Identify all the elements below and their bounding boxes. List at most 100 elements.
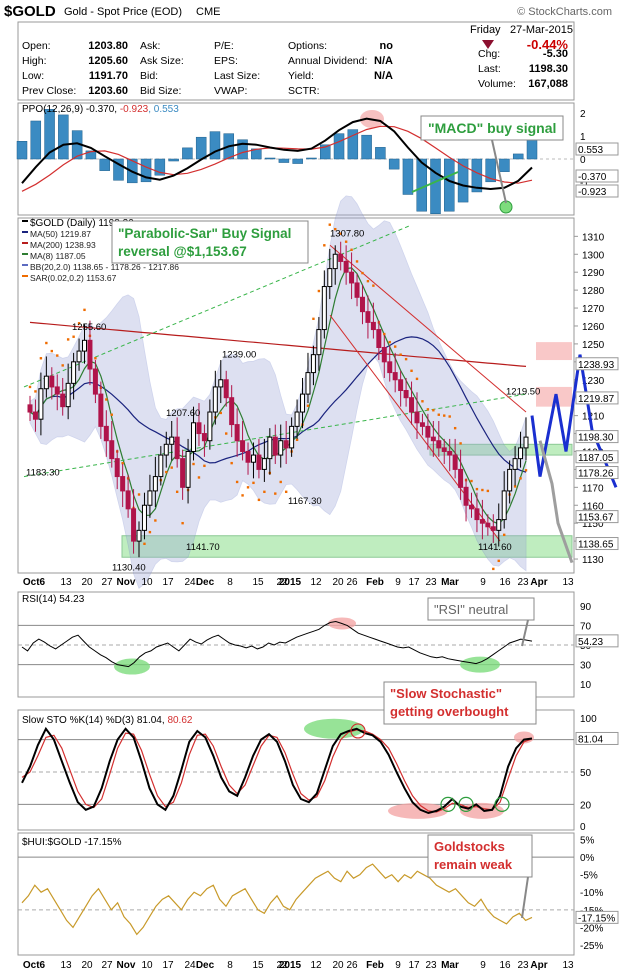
candle-body	[458, 468, 464, 488]
candle-body	[283, 440, 289, 449]
sar-dot	[263, 490, 266, 494]
sar-dot	[94, 357, 97, 360]
price-tick: 1170	[582, 483, 604, 494]
legend-swatch	[22, 231, 28, 233]
sto-tick: 0	[580, 822, 586, 833]
candle-body	[267, 436, 273, 460]
ppo-hist-label-box	[575, 142, 619, 156]
ppo-histogram-bar	[168, 158, 179, 162]
ppo-signal-label: -0.923	[578, 187, 607, 198]
x-axis-label: 15	[252, 577, 264, 588]
sar-dot	[524, 469, 528, 472]
sar-dot	[415, 377, 419, 381]
ppo-histogram-bar	[375, 147, 386, 160]
macd-annotation-box	[420, 115, 564, 141]
candle-body	[234, 424, 240, 442]
resistance-zone-upper	[536, 342, 572, 361]
price-extreme-label: 1255.60	[72, 322, 106, 333]
sar-dot	[61, 364, 64, 367]
sar-dot	[175, 490, 179, 494]
ppo-histogram-bar	[388, 158, 400, 170]
candle-body	[463, 486, 469, 506]
sar-dot	[246, 486, 250, 489]
x-axis-label: 16	[499, 960, 511, 971]
price-tick: 1150	[582, 519, 604, 530]
x-axis-label: 23	[425, 577, 437, 588]
price-chart: 1310130012901280127012601250124012301220…	[22, 195, 619, 589]
quote-label: Volume:	[478, 78, 516, 90]
annotations: "MACD" buy signal "Parabolic-Sar" Buy Si…	[111, 115, 564, 878]
hui-tick: -25%	[580, 941, 603, 952]
sar-dot	[432, 409, 435, 412]
sar-dot	[148, 530, 152, 534]
candle-body	[163, 443, 169, 456]
sar-dot	[475, 487, 479, 491]
sar-dot	[230, 461, 233, 465]
candle-body	[169, 436, 175, 445]
candle-body	[447, 450, 453, 456]
hui-legend: $HUI:$GOLD -17.15%	[22, 837, 122, 848]
legend-swatch	[22, 264, 28, 266]
x-axis-label: 13	[60, 960, 72, 971]
quote-date: 27-Mar-2015	[510, 24, 573, 36]
quote-value: no	[380, 40, 394, 52]
candle-body	[272, 436, 278, 456]
sar-dot	[339, 232, 342, 235]
candle-body	[223, 379, 229, 399]
x-axis-label: 9	[480, 577, 486, 588]
price-right-label: 1219.87	[578, 394, 615, 405]
psar-annotation-box	[111, 220, 309, 264]
sar-dot	[121, 461, 124, 465]
candle-body	[359, 296, 365, 313]
sar-dot	[28, 385, 32, 389]
price-tick: 1270	[582, 304, 605, 315]
rsi-annotation: "RSI" neutral	[434, 602, 508, 617]
candle-body	[485, 522, 491, 528]
sar-dot	[105, 398, 108, 401]
x-axis-label: 20	[332, 960, 344, 971]
quote-label: High:	[22, 55, 47, 67]
price-tick: 1250	[582, 340, 605, 351]
psar-annotation-line2: reversal @$1,153.67	[118, 244, 247, 259]
sar-dot	[165, 470, 168, 474]
ppo-histogram-bar	[278, 158, 290, 163]
candle-body	[392, 372, 398, 381]
ppo-tick: 1	[580, 132, 586, 143]
rsi-value-label-box	[575, 634, 619, 648]
sar-dot	[50, 349, 54, 353]
sar-dot	[170, 466, 173, 469]
quote-value: 1203.80	[88, 40, 128, 52]
ppo-histogram-bar	[44, 109, 55, 160]
quote-label: Ask:	[140, 40, 160, 52]
sto-cross-circle	[458, 796, 474, 813]
candle-body	[136, 529, 142, 542]
price-legend-item: $GOLD (Daily) 1198.30	[30, 218, 134, 229]
sar-dot	[77, 322, 81, 325]
ppo-hist-label: 0.553	[578, 145, 603, 156]
candle-body	[114, 458, 120, 478]
x-axis-label: 26	[346, 577, 358, 588]
rsi-tick: 90	[580, 602, 592, 613]
candle-body	[518, 447, 524, 460]
sar-dot	[513, 485, 517, 488]
x-axis-label: 20	[81, 577, 93, 588]
ppo-histogram-bar	[113, 158, 124, 181]
candle-body	[332, 253, 338, 270]
price-tick: 1300	[582, 250, 605, 261]
quote-value: 1198.30	[529, 63, 568, 75]
sar-dot	[274, 492, 277, 495]
legend-swatch	[22, 220, 28, 222]
candle-body	[229, 397, 235, 426]
pivot-zone	[429, 443, 573, 456]
quote-label: Bid Size:	[140, 85, 181, 97]
x-axis-label: Oct6	[23, 960, 46, 971]
quote-label: EPS:	[214, 55, 238, 67]
candle-body	[245, 450, 251, 463]
legend-swatch	[22, 253, 28, 255]
support-zone	[121, 535, 573, 558]
quote-label: Chg:	[478, 48, 500, 60]
candle-body	[218, 379, 224, 388]
sto-legend: Slow STO %K(14) %D(3) 81.04, 80.62	[22, 715, 193, 726]
change-percent: -0.44%	[527, 37, 569, 52]
sar-dot	[383, 332, 386, 336]
